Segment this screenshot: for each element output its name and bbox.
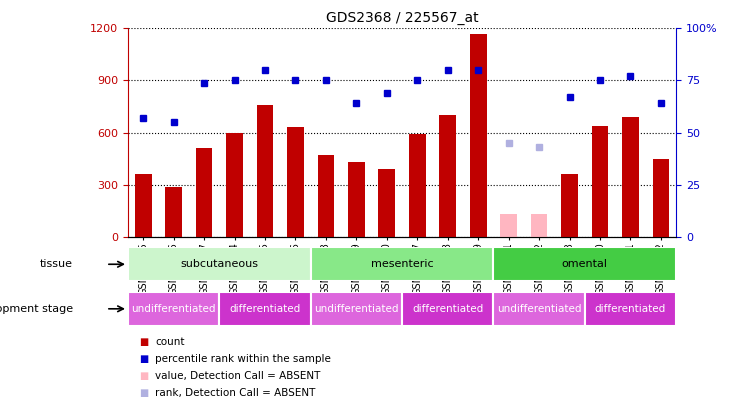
Bar bbox=[317, 155, 334, 237]
Bar bbox=[470, 34, 487, 237]
Bar bbox=[379, 169, 395, 237]
Bar bbox=[348, 162, 365, 237]
Bar bbox=[311, 292, 402, 326]
Bar bbox=[257, 105, 273, 237]
Text: mesenteric: mesenteric bbox=[371, 259, 433, 269]
Title: GDS2368 / 225567_at: GDS2368 / 225567_at bbox=[326, 11, 478, 25]
Bar bbox=[531, 214, 548, 237]
Text: ■: ■ bbox=[139, 354, 148, 364]
Bar bbox=[226, 133, 243, 237]
Text: value, Detection Call = ABSENT: value, Detection Call = ABSENT bbox=[155, 371, 320, 381]
Bar bbox=[591, 126, 608, 237]
Bar bbox=[311, 247, 493, 281]
Bar bbox=[493, 292, 585, 326]
Text: differentiated: differentiated bbox=[230, 304, 300, 314]
Bar bbox=[196, 148, 213, 237]
Bar bbox=[409, 134, 425, 237]
Bar bbox=[585, 292, 676, 326]
Bar bbox=[500, 214, 517, 237]
Bar bbox=[219, 292, 311, 326]
Text: differentiated: differentiated bbox=[595, 304, 666, 314]
Text: ■: ■ bbox=[139, 371, 148, 381]
Bar bbox=[493, 247, 676, 281]
Bar bbox=[128, 247, 311, 281]
Bar bbox=[653, 159, 670, 237]
Bar bbox=[622, 117, 639, 237]
Text: subcutaneous: subcutaneous bbox=[181, 259, 258, 269]
Text: undifferentiated: undifferentiated bbox=[497, 304, 581, 314]
Text: ■: ■ bbox=[139, 337, 148, 347]
Text: ■: ■ bbox=[139, 388, 148, 398]
Text: undifferentiated: undifferentiated bbox=[314, 304, 398, 314]
Text: rank, Detection Call = ABSENT: rank, Detection Call = ABSENT bbox=[155, 388, 315, 398]
Text: count: count bbox=[155, 337, 184, 347]
Text: tissue: tissue bbox=[40, 259, 73, 269]
Bar bbox=[402, 292, 493, 326]
Bar bbox=[439, 115, 456, 237]
Text: development stage: development stage bbox=[0, 304, 73, 313]
Text: percentile rank within the sample: percentile rank within the sample bbox=[155, 354, 331, 364]
Bar bbox=[561, 175, 578, 237]
Text: differentiated: differentiated bbox=[412, 304, 483, 314]
Bar bbox=[287, 128, 304, 237]
Bar bbox=[165, 187, 182, 237]
Text: undifferentiated: undifferentiated bbox=[132, 304, 216, 314]
Text: omental: omental bbox=[562, 259, 607, 269]
Bar bbox=[128, 292, 219, 326]
Bar bbox=[135, 175, 151, 237]
